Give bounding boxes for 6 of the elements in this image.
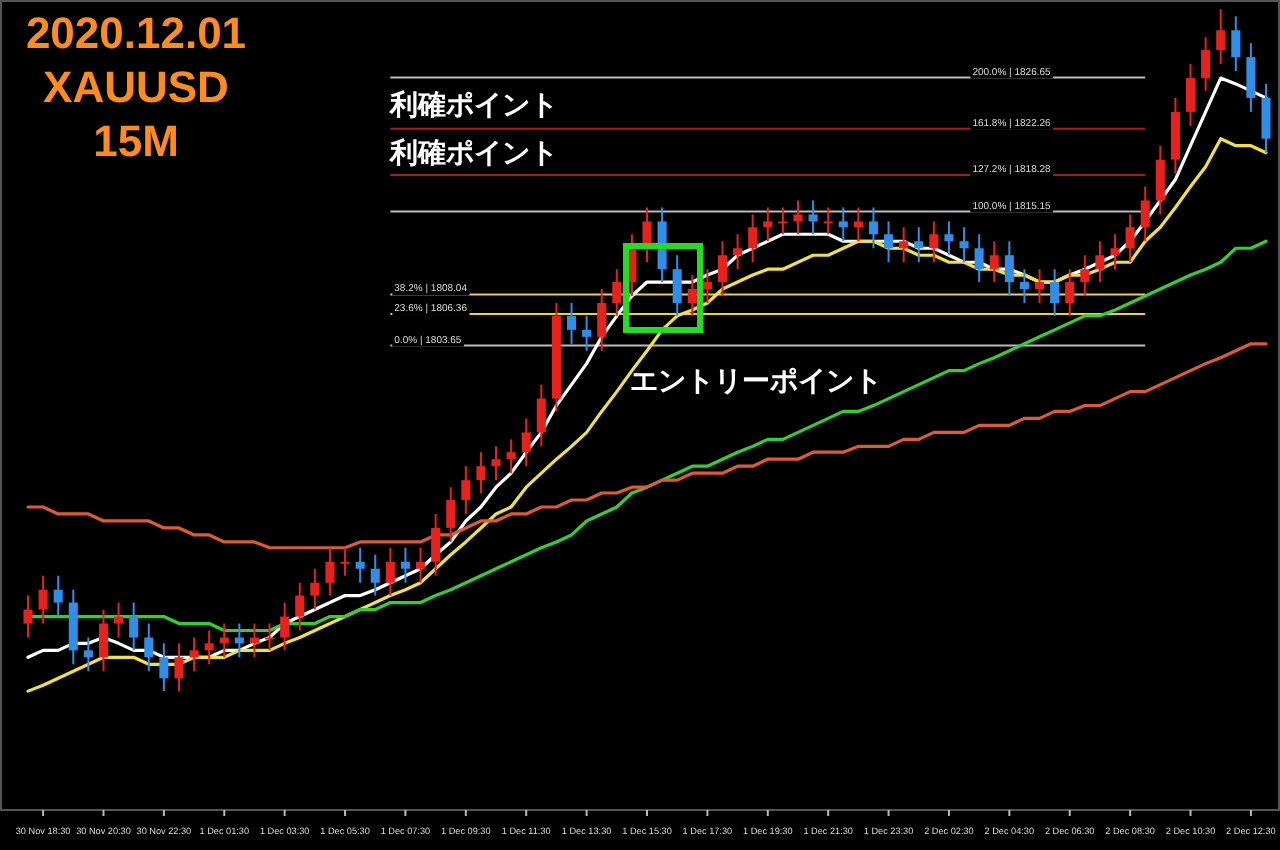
annotation: 利確ポイント xyxy=(388,138,558,170)
annotation: エントリーポイント xyxy=(630,366,882,398)
annotation: 15M xyxy=(93,116,179,166)
annotation: 利確ポイント xyxy=(388,90,558,122)
text: XAUUSD xyxy=(43,62,229,112)
chart-title: 2020.12.01 xyxy=(25,8,247,58)
